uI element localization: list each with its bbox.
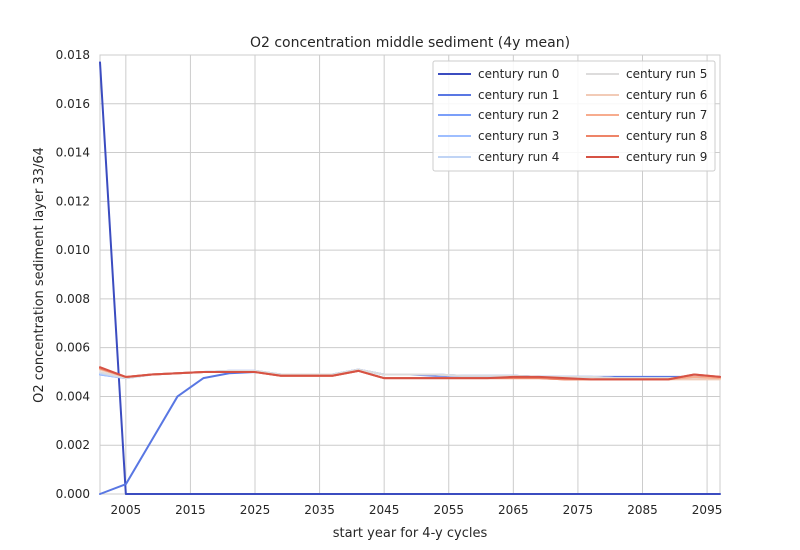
series-line-century-run-9 [99,366,721,381]
y-tick-label: 0.006 [56,341,90,355]
x-tick-label: 2045 [369,503,400,517]
legend-label: century run 6 [626,88,707,102]
x-tick-label: 2025 [240,503,271,517]
x-tick-label: 2015 [175,503,206,517]
legend-label: century run 3 [478,129,559,143]
y-tick-label: 0.018 [56,48,90,62]
legend-label: century run 4 [478,150,559,164]
y-tick-label: 0.008 [56,292,90,306]
y-tick-label: 0.014 [56,146,90,160]
x-tick-label: 2085 [627,503,658,517]
x-tick-label: 2035 [304,503,335,517]
y-tick-label: 0.002 [56,438,90,452]
legend-label: century run 0 [478,67,559,81]
series-group [99,61,721,495]
y-tick-label: 0.012 [56,194,90,208]
y-tick-label: 0.016 [56,97,90,111]
x-tick-labels: 2005 2015 2025 2035 2045 2055 2065 2075 2085 2095 [111,503,723,517]
y-tick-labels: 0.000 0.002 0.004 0.006 0.008 0.010 0.012 0.014… [56,48,90,501]
x-tick-label: 2055 [433,503,464,517]
x-tick-label: 2005 [111,503,142,517]
legend-label: century run 8 [626,129,707,143]
y-tick-label: 0.004 [56,389,90,403]
legend-box [432,60,716,172]
legend-label: century run 7 [626,108,707,122]
legend-label: century run 2 [478,108,559,122]
chart-title: O2 concentration middle sediment (4y mea… [250,35,570,51]
x-axis-title: start year for 4-y cycles [333,526,488,541]
x-tick-label: 2075 [563,503,594,517]
x-tick-label: 2065 [498,503,529,517]
legend-label: century run 1 [478,88,559,102]
series-line-century-run-0 [99,61,721,495]
y-tick-label: 0.010 [56,243,90,257]
legend-label: century run 9 [626,150,707,164]
x-tick-label: 2095 [692,503,723,517]
y-axis-title: O2 concentration sediment layer 33/64 [32,147,47,403]
legend: century run 0 century run 1 century run 2 c… [432,60,716,172]
legend-items: century run 0 century run 1 century run 2 c… [438,67,707,164]
legend-label: century run 5 [626,67,707,81]
y-tick-label: 0.000 [56,487,90,501]
